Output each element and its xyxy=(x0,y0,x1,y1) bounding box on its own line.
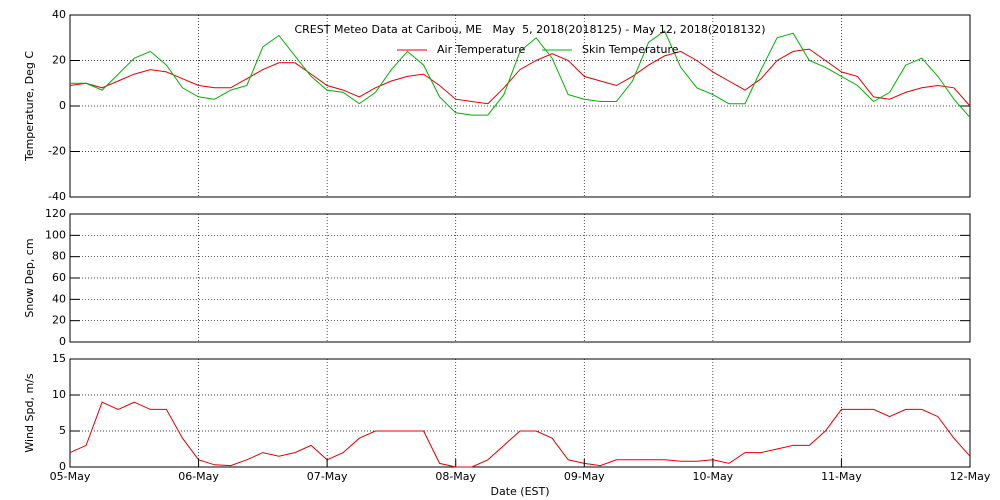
chart-title: CREST Meteo Data at Caribou, ME May 5, 2… xyxy=(294,23,765,36)
data-line xyxy=(69,48,971,107)
y-tick-label: 60 xyxy=(52,271,66,284)
x-axis-label: Date (EST) xyxy=(490,485,549,498)
y-tick-label: 5 xyxy=(59,424,66,437)
y-tick-label: 10 xyxy=(52,388,66,401)
y-tick-label: -40 xyxy=(48,190,66,203)
y-axis-label: Temperature, Deg C xyxy=(23,51,36,162)
x-tick-label: 09-May xyxy=(564,470,605,483)
y-tick-label: 100 xyxy=(45,228,66,241)
legend-label: Air Temperature xyxy=(437,43,526,56)
x-tick-label: 05-May xyxy=(50,470,91,483)
y-tick-label: 0 xyxy=(59,335,66,348)
y-tick-label: 80 xyxy=(52,250,66,263)
y-tick-label: 40 xyxy=(52,8,66,21)
legend-label: Skin Temperature xyxy=(582,43,679,56)
data-line xyxy=(70,30,971,118)
y-axis-label: Snow Dep, cm xyxy=(23,238,36,317)
y-tick-label: 0 xyxy=(59,460,66,473)
y-axis-label: Wind Spd, m/s xyxy=(23,373,36,453)
y-tick-label: 120 xyxy=(45,207,66,220)
x-tick-label: 06-May xyxy=(178,470,219,483)
data-line xyxy=(69,401,971,468)
plot-frame xyxy=(69,358,971,468)
y-tick-label: 0 xyxy=(59,99,66,112)
x-tick-label: 10-May xyxy=(692,470,733,483)
x-tick-label: 12-May xyxy=(950,470,991,483)
plot-frame xyxy=(69,213,971,343)
x-tick-label: 07-May xyxy=(307,470,348,483)
y-tick-label: 15 xyxy=(52,352,66,365)
x-tick-label: 08-May xyxy=(435,470,476,483)
y-tick-label: -20 xyxy=(48,145,66,158)
y-tick-label: 40 xyxy=(52,292,66,305)
y-tick-label: 20 xyxy=(52,54,66,67)
y-tick-label: 20 xyxy=(52,314,66,327)
x-tick-label: 11-May xyxy=(821,470,862,483)
